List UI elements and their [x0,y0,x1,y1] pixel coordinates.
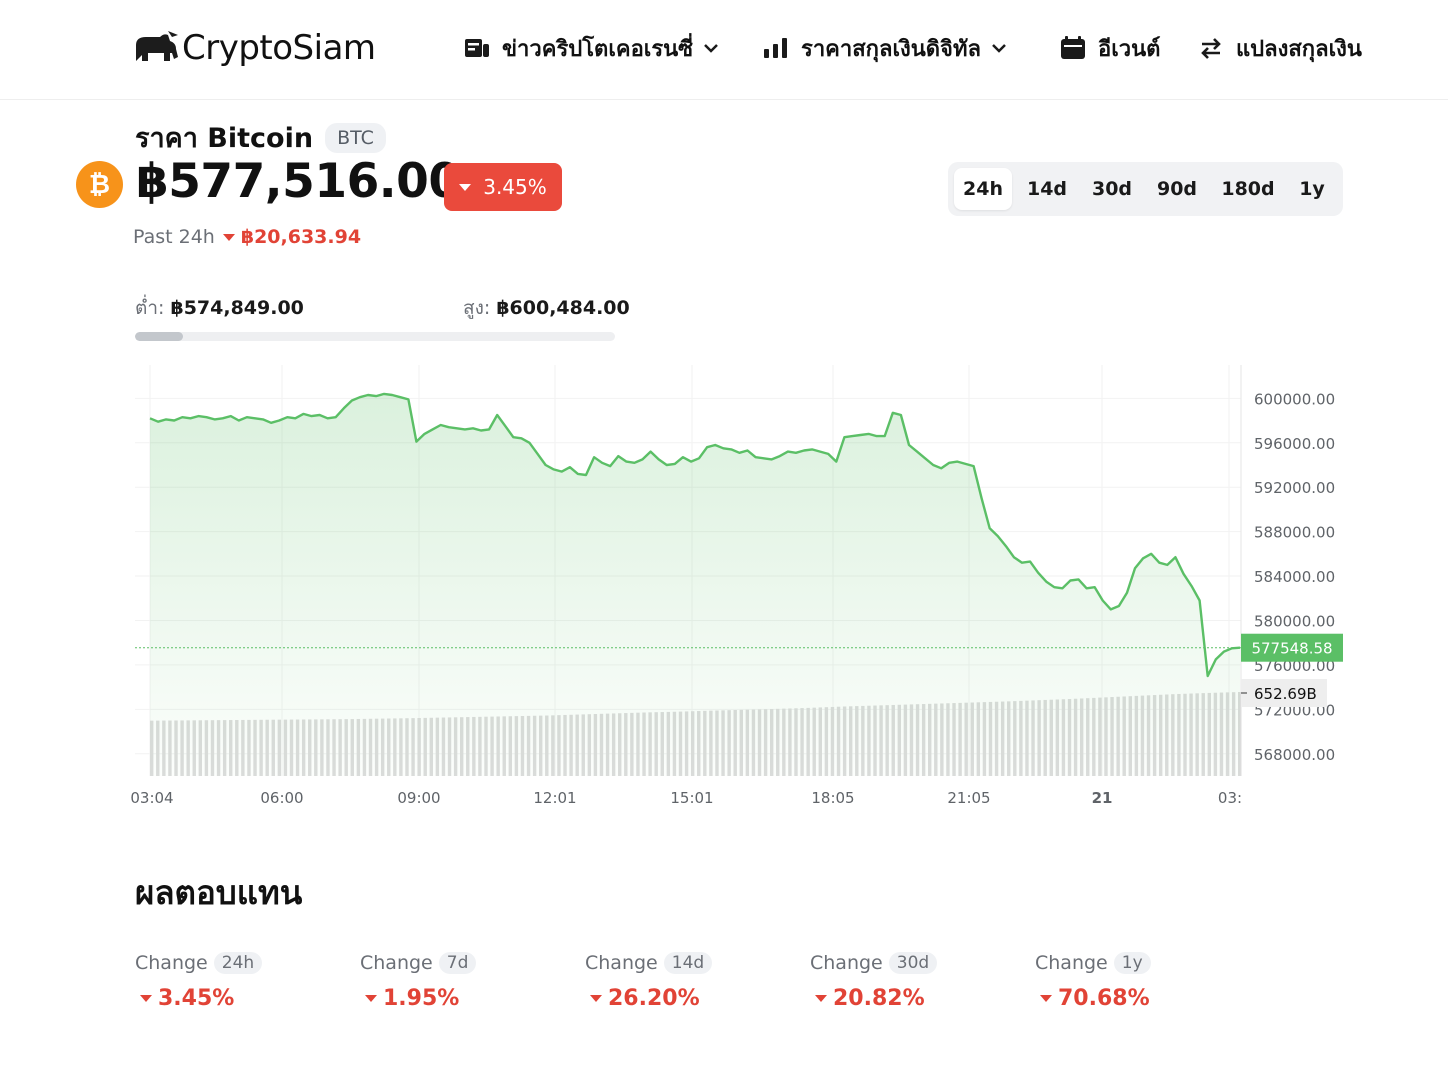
low-label: ต่ำ: [135,297,165,319]
period-90d[interactable]: 90d [1156,178,1198,200]
return-period: 1y [1113,952,1151,974]
y-tick-label: 588000.00 [1254,524,1335,542]
y-tick-label: 592000.00 [1254,479,1335,497]
period-180d[interactable]: 180d [1221,178,1275,200]
y-tick-label: 568000.00 [1254,746,1335,764]
x-tick-label: 12:01 [533,789,576,807]
bar-chart-icon [764,38,787,58]
x-tick-label: 18:05 [811,789,854,807]
past-change-value: ฿20,633.94 [240,226,362,248]
x-tick-label: 09:00 [397,789,440,807]
x-tick-label: 06:00 [260,789,303,807]
nav-events[interactable]: อีเวนต์ [1060,30,1160,66]
nav-events-label: อีเวนต์ [1098,36,1161,62]
site-header: CryptoSiam ข่าวคริปโตเคอเรนซี่ ราคาสกุลเ… [0,0,1448,100]
return-value: 26.20% [608,986,700,1011]
volume-badge [1241,679,1327,707]
past-label: Past 24h [133,226,215,248]
down-triangle-icon [815,995,827,1002]
return-label: Change [360,952,433,974]
return-item-24h: Change 24h 3.45% [135,952,263,1011]
price-line [149,392,1241,678]
chevron-down-icon [704,44,718,53]
site-logo[interactable]: CryptoSiam [134,26,376,70]
swap-arrows-icon [1201,38,1221,59]
return-item-30d: Change 30d 20.82% [810,952,938,1011]
coin-title-row: ราคา Bitcoin BTC [135,116,386,159]
change-badge: 3.45% [444,163,562,211]
change-badge-value: 3.45% [483,175,547,199]
down-triangle-icon [222,233,235,241]
return-value: 3.45% [158,986,235,1011]
return-period: 24h [213,952,263,974]
page-title: ราคา Bitcoin [135,123,314,154]
price-chart[interactable]: 600000.00 596000.00 592000.00 588000.00 5840… [0,360,1448,820]
x-tick-label: 03: [1218,789,1242,807]
return-value: 20.82% [833,986,925,1011]
news-icon [465,39,489,57]
calendar-icon [1061,36,1085,59]
return-period: 7d [438,952,477,974]
nav-converter[interactable]: แปลงสกุลเงิน [1198,30,1362,66]
period-selector: 24h 14d 30d 90d 180d 1y [948,162,1343,216]
last-price-badge [1241,633,1343,662]
period-30d[interactable]: 30d [1091,178,1133,200]
price-area [150,393,1240,776]
chevron-down-icon [992,44,1006,53]
return-item-7d: Change 7d 1.95% [360,952,477,1011]
logo-text: CryptoSiam [182,28,376,68]
y-tick-label: 596000.00 [1254,435,1335,453]
ticker-badge: BTC [325,122,386,153]
high-value: ฿600,484.00 [496,297,630,319]
x-tick-label: 15:01 [670,789,713,807]
return-label: Change [1035,952,1108,974]
nav-converter-label: แปลงสกุลเงิน [1236,36,1362,62]
current-price: ฿577,516.00 [136,154,461,209]
x-tick-label: 21 [1092,789,1113,807]
return-item-14d: Change 14d 26.20% [585,952,713,1011]
past-24h-change: Past 24h ฿20,633.94 [133,226,361,248]
returns-title: ผลตอบแทน [135,873,303,912]
return-value: 1.95% [383,986,460,1011]
nav-prices[interactable]: ราคาสกุลเงินดิจิทัล [763,30,1007,66]
volume-label: 652.69B [1254,685,1317,703]
y-tick-label: 584000.00 [1254,568,1335,586]
y-tick-label: 580000.00 [1254,612,1335,630]
return-item-1y: Change 1y 70.68% [1035,952,1151,1011]
bitcoin-icon: ₿ [76,161,123,208]
last-price-label: 577548.58 [1251,640,1332,658]
down-triangle-icon [590,995,602,1002]
down-triangle-icon [140,995,152,1002]
down-triangle-icon [365,995,377,1002]
high-label: สูง: [463,297,491,319]
return-value: 70.68% [1058,986,1150,1011]
down-triangle-icon [1040,995,1052,1002]
nav-prices-label: ราคาสกุลเงินดิจิทัล [801,36,981,62]
return-period: 14d [663,952,713,974]
nav-news-label: ข่าวคริปโตเคอเรนซี่ [502,36,694,62]
down-triangle-icon [459,183,472,191]
return-label: Change [810,952,883,974]
low-value: ฿574,849.00 [170,297,304,319]
return-label: Change [135,952,208,974]
y-tick-label: 600000.00 [1254,390,1335,408]
period-14d[interactable]: 14d [1026,178,1068,200]
return-period: 30d [888,952,938,974]
low-price: ต่ำ: ฿574,849.00 [135,293,304,323]
period-24h[interactable]: 24h [954,168,1012,210]
nav-news[interactable]: ข่าวคริปโตเคอเรนซี่ [464,30,719,66]
price-range-fill [135,332,183,341]
price-range-bar [135,332,615,341]
x-tick-label: 21:05 [947,789,990,807]
high-price: สูง: ฿600,484.00 [463,293,630,323]
x-tick-label: 03:04 [130,789,173,807]
elephant-logo-icon [136,31,178,61]
period-1y[interactable]: 1y [1299,178,1325,200]
return-label: Change [585,952,658,974]
